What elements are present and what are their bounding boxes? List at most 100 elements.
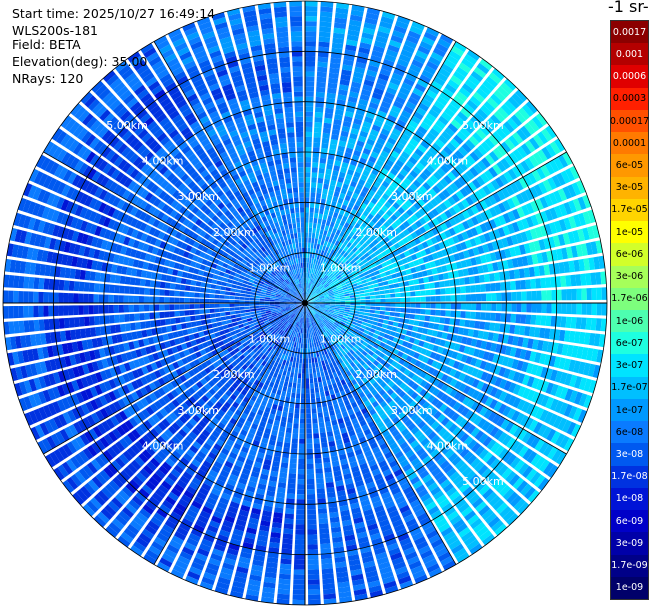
ppi-cell	[307, 504, 316, 510]
ppi-cell	[512, 149, 524, 161]
ppi-cell	[434, 259, 441, 267]
ppi-cell	[570, 245, 578, 258]
ppi-cell	[396, 58, 409, 68]
ppi-cell	[354, 294, 360, 298]
ppi-cell	[381, 11, 396, 20]
ppi-cell	[405, 124, 416, 134]
ppi-cell	[588, 379, 597, 394]
ppi-cell	[314, 306, 320, 309]
ppi-cell	[333, 27, 346, 35]
ppi-cell	[344, 194, 351, 202]
ppi-cell	[276, 389, 282, 396]
ppi-cell	[320, 11, 333, 18]
ppi-cell	[443, 175, 453, 185]
ppi-cell	[511, 258, 519, 268]
ppi-cell	[321, 568, 334, 575]
ppi-cell	[433, 171, 443, 181]
ppi-cell	[319, 244, 324, 251]
ppi-cell	[306, 333, 309, 339]
ppi-cell	[578, 377, 587, 391]
ppi-cell	[453, 134, 464, 145]
ppi-cell	[325, 304, 331, 306]
ppi-cell	[396, 185, 405, 194]
ppi-cell	[520, 279, 527, 290]
ppi-cell	[329, 305, 336, 308]
ppi-cell	[334, 186, 342, 193]
ppi-cell	[328, 293, 335, 297]
ppi-cell	[312, 253, 315, 259]
ppi-cell	[353, 255, 360, 262]
ppi-cell	[435, 205, 444, 214]
ppi-cell	[480, 284, 486, 292]
ppi-cell	[283, 365, 289, 372]
ppi-cell	[377, 335, 384, 342]
ppi-cell	[334, 309, 340, 312]
ppi-cell	[373, 193, 381, 201]
ppi-cell	[488, 134, 499, 146]
ppi-cell	[570, 274, 577, 287]
ppi-cell	[369, 291, 375, 296]
ppi-cell	[391, 273, 398, 279]
ppi-cell	[491, 68, 505, 81]
ppi-cell	[322, 214, 328, 221]
ppi-cell	[341, 284, 348, 289]
ppi-cell	[388, 109, 399, 119]
ppi-cell	[580, 273, 587, 286]
ppi-cell	[331, 200, 337, 207]
ppi-cell	[314, 287, 319, 292]
ppi-cell	[292, 433, 299, 439]
ppi-cell	[520, 231, 529, 243]
ppi-cell	[531, 116, 544, 129]
ppi-cell	[484, 209, 493, 220]
ppi-cell	[484, 154, 495, 165]
ppi-cell	[563, 358, 571, 371]
ppi-cell	[329, 184, 336, 191]
ppi-cell	[516, 146, 528, 159]
ppi-cell	[437, 38, 451, 49]
ppi-cell	[573, 391, 583, 405]
ppi-cell	[319, 295, 325, 299]
ppi-cell	[418, 102, 430, 112]
ppi-cell	[330, 52, 342, 60]
ppi-cell	[375, 35, 388, 44]
ppi-cell	[319, 266, 323, 272]
ppi-cell	[440, 295, 446, 302]
ppi-cell	[501, 292, 507, 301]
ppi-cell	[539, 327, 546, 339]
ppi-cell	[318, 417, 324, 423]
ppi-cell	[458, 161, 468, 172]
ppi-cell	[322, 406, 329, 413]
ppi-cell	[418, 340, 425, 347]
ppi-cell	[309, 368, 313, 374]
ppi-cell	[327, 253, 333, 260]
ppi-cell	[480, 172, 490, 184]
ppi-cell	[308, 594, 321, 600]
ppi-cell	[434, 195, 443, 204]
ppi-cell	[373, 205, 381, 213]
ppi-cell	[311, 177, 317, 183]
ppi-cell	[501, 356, 510, 367]
ppi-cell	[362, 210, 370, 217]
ppi-cell	[359, 293, 365, 297]
ppi-cell	[508, 269, 515, 280]
ppi-cell	[518, 177, 529, 189]
ppi-cell	[386, 114, 397, 123]
ppi-cell	[328, 273, 334, 278]
ppi-cell	[349, 259, 356, 265]
ppi-cell	[447, 237, 455, 246]
ppi-cell	[441, 188, 451, 198]
ppi-cell	[499, 323, 506, 333]
ppi-cell	[478, 187, 487, 198]
ppi-cell	[482, 121, 494, 133]
ppi-cell	[512, 397, 522, 409]
ppi-cell	[404, 335, 411, 342]
ppi-cell	[287, 483, 296, 489]
ppi-cell	[430, 198, 439, 207]
ppi-cell	[284, 513, 294, 520]
ppi-cell	[511, 359, 519, 370]
ppi-cell	[478, 274, 485, 283]
ppi-cell	[444, 317, 451, 325]
ppi-cell	[298, 463, 305, 470]
ppi-cell	[309, 300, 315, 302]
ppi-cell	[505, 184, 515, 196]
